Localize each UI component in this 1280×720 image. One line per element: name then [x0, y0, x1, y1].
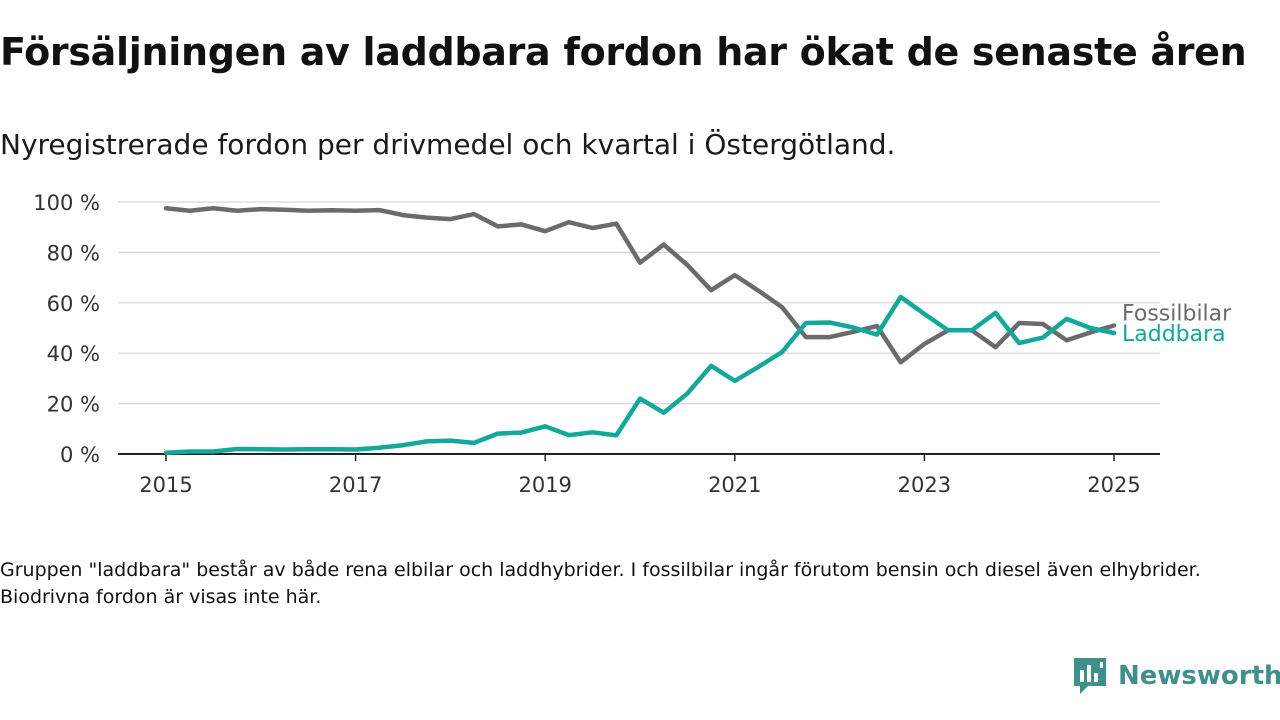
- y-tick-label: 20 %: [47, 393, 100, 417]
- chart-subtitle: Nyregistrerade fordon per drivmedel och …: [0, 128, 896, 161]
- x-tick-label: 2019: [518, 473, 571, 497]
- series-label-laddbara: Laddbara: [1122, 322, 1226, 347]
- series-line-laddbara: [163, 294, 1117, 455]
- newsworthy-logo-icon: [1074, 658, 1106, 694]
- y-tick-label: 40 %: [47, 342, 100, 366]
- footnote: Gruppen "laddbara" består av både rena e…: [0, 559, 1201, 608]
- x-tick-label: 2023: [898, 473, 951, 497]
- x-tick-label: 2021: [708, 473, 761, 497]
- series-line-fossilbilar: [163, 206, 1117, 365]
- series-label-fossilbilar: Fossilbilar: [1122, 301, 1232, 326]
- y-tick-label: 100 %: [33, 191, 100, 215]
- x-tick-label: 2017: [329, 473, 382, 497]
- chart-title: Försäljningen av laddbara fordon har öka…: [0, 30, 1247, 74]
- y-tick-label: 0 %: [60, 443, 100, 467]
- y-tick-label: 60 %: [47, 292, 100, 316]
- x-tick-label: 2015: [139, 473, 192, 497]
- x-tick-label: 2025: [1087, 473, 1140, 497]
- y-tick-label: 80 %: [47, 241, 100, 265]
- line-chart: 0 % 20 % 40 % 60 % 80 % 100 % 2015 2017 2019 2021…: [33, 191, 1232, 497]
- brand-name: Newsworthy: [1118, 661, 1280, 691]
- brand-logo: Newsworthy: [1072, 656, 1280, 696]
